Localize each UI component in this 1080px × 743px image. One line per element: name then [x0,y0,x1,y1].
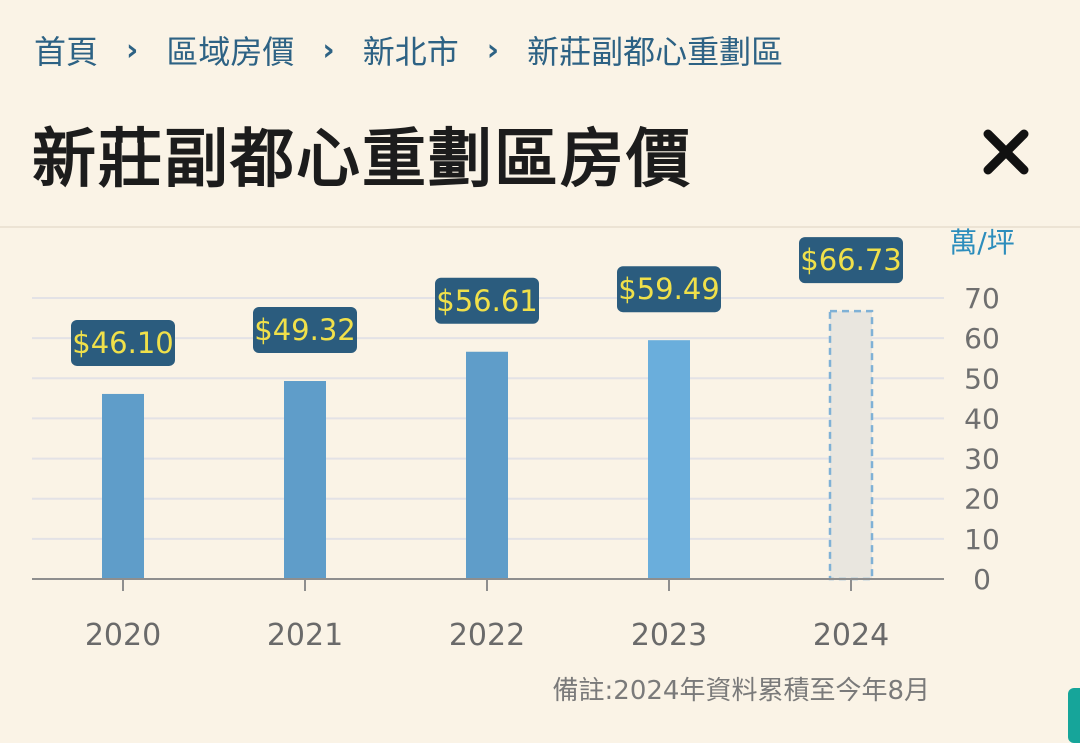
x-tick-label: 2020 [85,618,161,653]
y-tick-label: 40 [964,402,1000,435]
y-tick-label: 70 [964,282,1000,315]
bar-2022 [466,351,508,579]
data-label: $66.73 [800,243,901,277]
data-label-background [799,237,903,284]
bar-2023 [648,340,690,579]
data-label-background [435,277,539,324]
breadcrumb: 首頁 › 區域房價 › 新北市 › 新莊副都心重劃區 [34,26,783,74]
data-label: $46.10 [72,326,173,360]
data-label: $59.49 [618,272,719,306]
chevron-right-icon: › [486,32,500,68]
y-tick-label: 10 [964,523,1000,556]
breadcrumb-regional-prices[interactable]: 區域房價 [166,33,295,71]
data-label-background [617,266,721,313]
breadcrumb-new-taipei[interactable]: 新北市 [362,33,459,71]
data-label: $49.32 [254,313,355,347]
scrollbar-thumb[interactable] [1068,688,1080,743]
bar-2021 [284,381,326,579]
y-tick-label: 50 [964,362,1000,395]
x-tick-label: 2022 [449,618,525,653]
x-tick-label: 2024 [813,618,889,653]
breadcrumb-home[interactable]: 首頁 [34,33,99,71]
y-tick-label: 60 [964,322,1000,355]
y-tick-label: 0 [973,563,991,596]
x-tick-label: 2021 [267,618,343,653]
page-title: 新莊副都心重劃區房價 [32,123,692,197]
bar-2024 [828,309,874,581]
y-tick-label: 30 [964,443,1000,476]
header-divider [0,226,1080,228]
chevron-right-icon: › [322,32,335,68]
data-label-background [71,319,175,366]
bar-2020 [102,393,144,579]
breadcrumb-current-district[interactable]: 新莊副都心重劃區 [527,33,784,71]
y-tick-label: 20 [964,483,1000,516]
y-axis-label: 萬/坪 [949,226,1014,259]
footnote: 備註:2024年資料累積至今年8月 [552,676,930,706]
close-icon [983,129,1029,175]
x-tick-label: 2023 [631,618,707,653]
data-label: $56.61 [436,284,537,318]
chevron-right-icon: › [126,32,139,68]
data-label-background [253,307,357,354]
close-button[interactable] [976,122,1036,182]
